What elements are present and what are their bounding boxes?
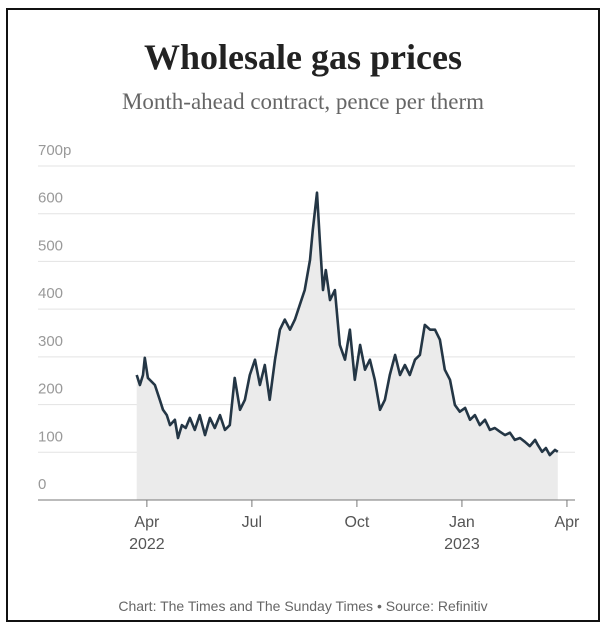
frame [6,8,600,622]
y-tick-label: 600 [38,190,63,207]
x-tick-label: Apr 2022 [129,514,165,553]
chart-title: Wholesale gas prices [144,37,462,77]
y-tick-label: 0 [38,476,46,493]
x-tick-label: Oct [344,514,370,531]
y-tick-label: 700p [38,142,71,159]
line [135,191,559,457]
x-tick-label: Jan 2023 [444,514,480,553]
y-tick-label: 100 [38,428,63,445]
y-tick-label: 500 [38,237,63,254]
y-tick-label: 400 [38,285,63,302]
x-tick-label: Jul [241,514,263,531]
chart-subtitle: Month-ahead contract, pence per therm [121,89,485,114]
y-tick-label: 200 [38,381,63,398]
source-note: Chart: The Times and The Sunday Times • … [118,598,488,614]
x-tick-label: Apr [554,514,580,531]
y-tick-label: 300 [38,333,63,350]
